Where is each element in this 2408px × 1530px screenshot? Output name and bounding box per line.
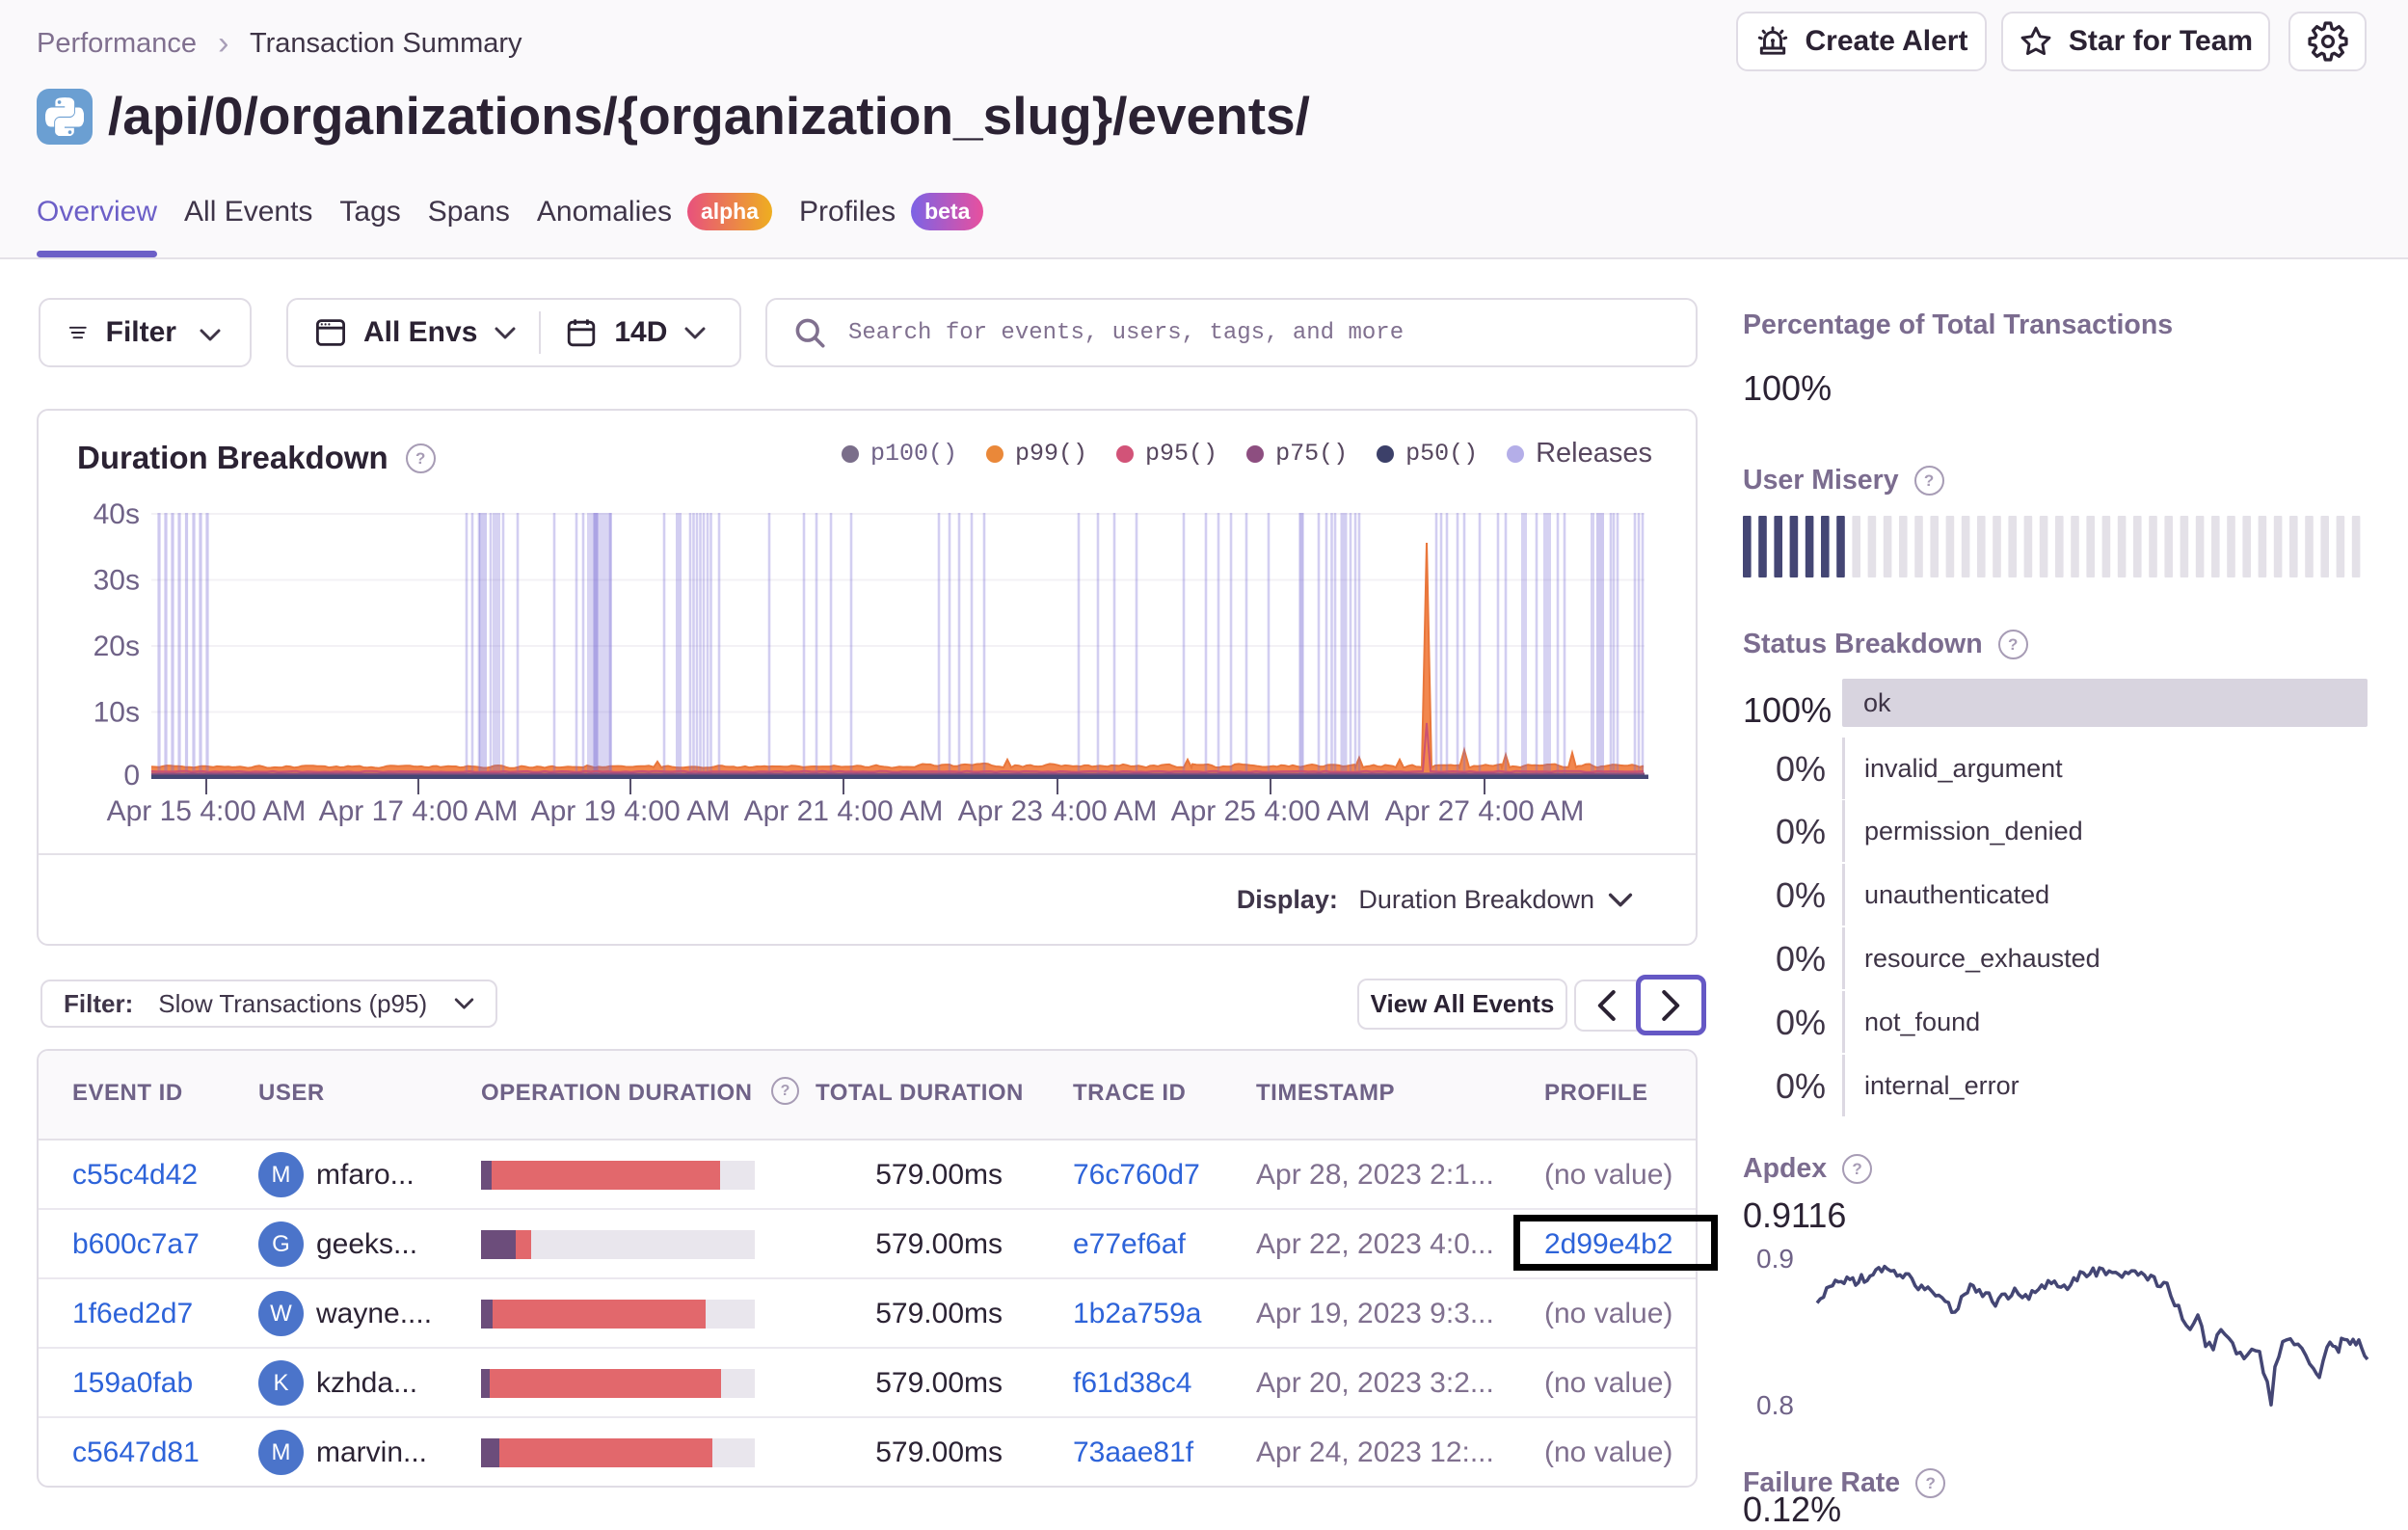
svg-text:Apr 17 4:00 AM: Apr 17 4:00 AM [319, 795, 519, 827]
svg-text:30s: 30s [94, 565, 140, 597]
svg-text:Apr 27 4:00 AM: Apr 27 4:00 AM [1385, 795, 1585, 827]
svg-text:Apr 23 4:00 AM: Apr 23 4:00 AM [958, 795, 1158, 827]
svg-text:Apr 25 4:00 AM: Apr 25 4:00 AM [1171, 795, 1371, 827]
svg-text:Apr 15 4:00 AM: Apr 15 4:00 AM [107, 795, 307, 827]
svg-text:0: 0 [123, 760, 140, 792]
svg-text:40s: 40s [94, 498, 140, 530]
svg-text:10s: 10s [94, 697, 140, 729]
svg-text:20s: 20s [94, 631, 140, 662]
svg-text:Apr 19 4:00 AM: Apr 19 4:00 AM [531, 795, 731, 827]
svg-text:Apr 21 4:00 AM: Apr 21 4:00 AM [744, 795, 944, 827]
